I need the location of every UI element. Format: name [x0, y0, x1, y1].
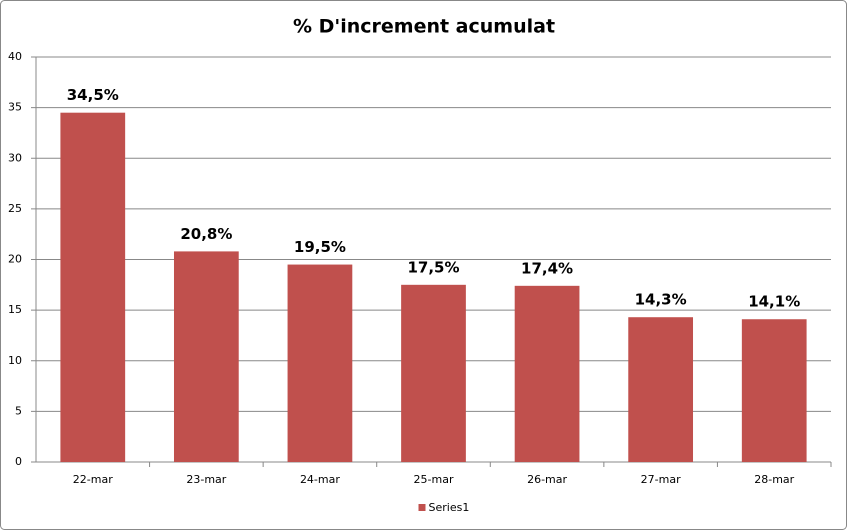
- value-label: 20,8%: [180, 225, 232, 243]
- bar: [173, 251, 239, 462]
- value-label: 34,5%: [67, 86, 119, 104]
- x-tick-label: 25-mar: [414, 473, 454, 486]
- x-tick-label: 26-mar: [527, 473, 567, 486]
- y-tick-label: 40: [8, 50, 22, 63]
- y-tick-label: 0: [15, 455, 22, 468]
- bar: [60, 112, 126, 462]
- value-label: 14,3%: [635, 291, 687, 309]
- x-tick-label: 28-mar: [754, 473, 794, 486]
- y-tick-label: 5: [15, 404, 22, 417]
- bar: [628, 317, 694, 462]
- bar: [287, 264, 353, 462]
- y-tick-label: 35: [8, 101, 22, 114]
- bar: [401, 284, 466, 462]
- bar: [514, 285, 580, 462]
- x-tick-label: 27-mar: [641, 473, 681, 486]
- bar: [741, 319, 807, 462]
- value-label: 19,5%: [294, 238, 346, 256]
- value-label: 17,5%: [407, 258, 459, 276]
- value-label: 17,4%: [521, 259, 573, 277]
- y-tick-label: 30: [8, 151, 22, 164]
- chart-title: % D'increment acumulat: [293, 16, 555, 38]
- value-label: 14,1%: [748, 293, 800, 311]
- y-tick-label: 20: [8, 253, 22, 266]
- y-tick-label: 15: [8, 303, 22, 316]
- legend-label: Series1: [429, 501, 470, 514]
- y-tick-label: 25: [8, 202, 22, 215]
- y-tick-label: 10: [8, 354, 22, 367]
- legend-swatch: [418, 504, 426, 511]
- x-tick-label: 22-mar: [73, 473, 113, 486]
- x-tick-label: 23-mar: [186, 473, 226, 486]
- x-tick-label: 24-mar: [300, 473, 340, 486]
